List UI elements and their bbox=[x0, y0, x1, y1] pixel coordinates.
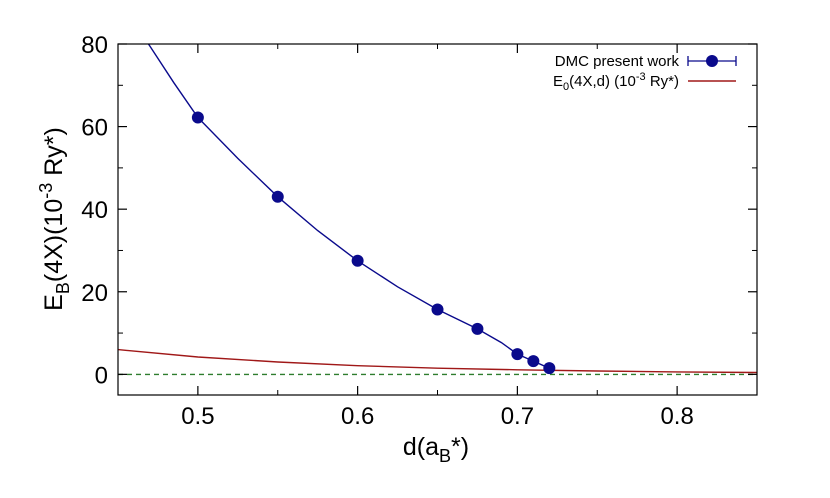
y-label-mid: (4X)(10 bbox=[40, 199, 68, 282]
y-tick-label: 20 bbox=[81, 280, 108, 307]
x-tick-label: 0.8 bbox=[660, 403, 693, 430]
legend-label-e0: E0(4X,d) (10-3 Ry*) bbox=[553, 71, 679, 93]
x-tick-label: 0.7 bbox=[501, 403, 534, 430]
legend-e0-main: E bbox=[553, 73, 563, 90]
y-label-sub: B bbox=[53, 282, 73, 294]
legend-dmc-marker bbox=[706, 55, 718, 67]
dmc-point bbox=[191, 111, 204, 124]
dmc-point bbox=[527, 355, 540, 368]
dmc-point bbox=[351, 254, 364, 267]
dmc-fit-line bbox=[147, 44, 550, 369]
x-label-main: d(a bbox=[403, 433, 439, 461]
y-tick-label: 0 bbox=[95, 362, 108, 389]
y-label-main: E bbox=[40, 294, 68, 311]
y-tick-label: 40 bbox=[81, 197, 108, 224]
e0-curve bbox=[118, 348, 757, 374]
ticks-layer: 0.5 0.6 0.7 0.8 0 20 40 60 80 bbox=[81, 32, 758, 430]
dmc-point bbox=[471, 322, 484, 335]
x-label-tail: *) bbox=[451, 433, 469, 461]
y-label-sup: -3 bbox=[36, 183, 56, 199]
dmc-point bbox=[431, 303, 444, 316]
x-axis-label: d(aB*) bbox=[403, 433, 469, 466]
dmc-point bbox=[511, 348, 524, 361]
y-axis-label: EB(4X)(10-3 Ry*) bbox=[36, 127, 73, 311]
dmc-point bbox=[271, 190, 284, 203]
points-layer bbox=[191, 111, 556, 375]
y-label-tail: Ry*) bbox=[40, 127, 68, 183]
x-label-sub: B bbox=[439, 446, 451, 466]
legend-e0-tail: Ry*) bbox=[646, 73, 679, 90]
y-tick-label: 60 bbox=[81, 115, 108, 142]
legend-e0-sup: -3 bbox=[636, 71, 646, 83]
legend-e0-mid: (4X,d) (10 bbox=[569, 73, 636, 90]
plot-frame bbox=[117, 43, 758, 396]
x-tick-label: 0.6 bbox=[341, 403, 374, 430]
dmc-point bbox=[543, 362, 556, 375]
legend-label-dmc: DMC present work bbox=[555, 53, 680, 70]
legend-e0-sub: 0 bbox=[563, 81, 569, 93]
x-tick-label: 0.5 bbox=[181, 403, 214, 430]
y-tick-label: 80 bbox=[81, 32, 108, 59]
legend: DMC present work E0(4X,d) (10-3 Ry*) bbox=[553, 53, 737, 93]
